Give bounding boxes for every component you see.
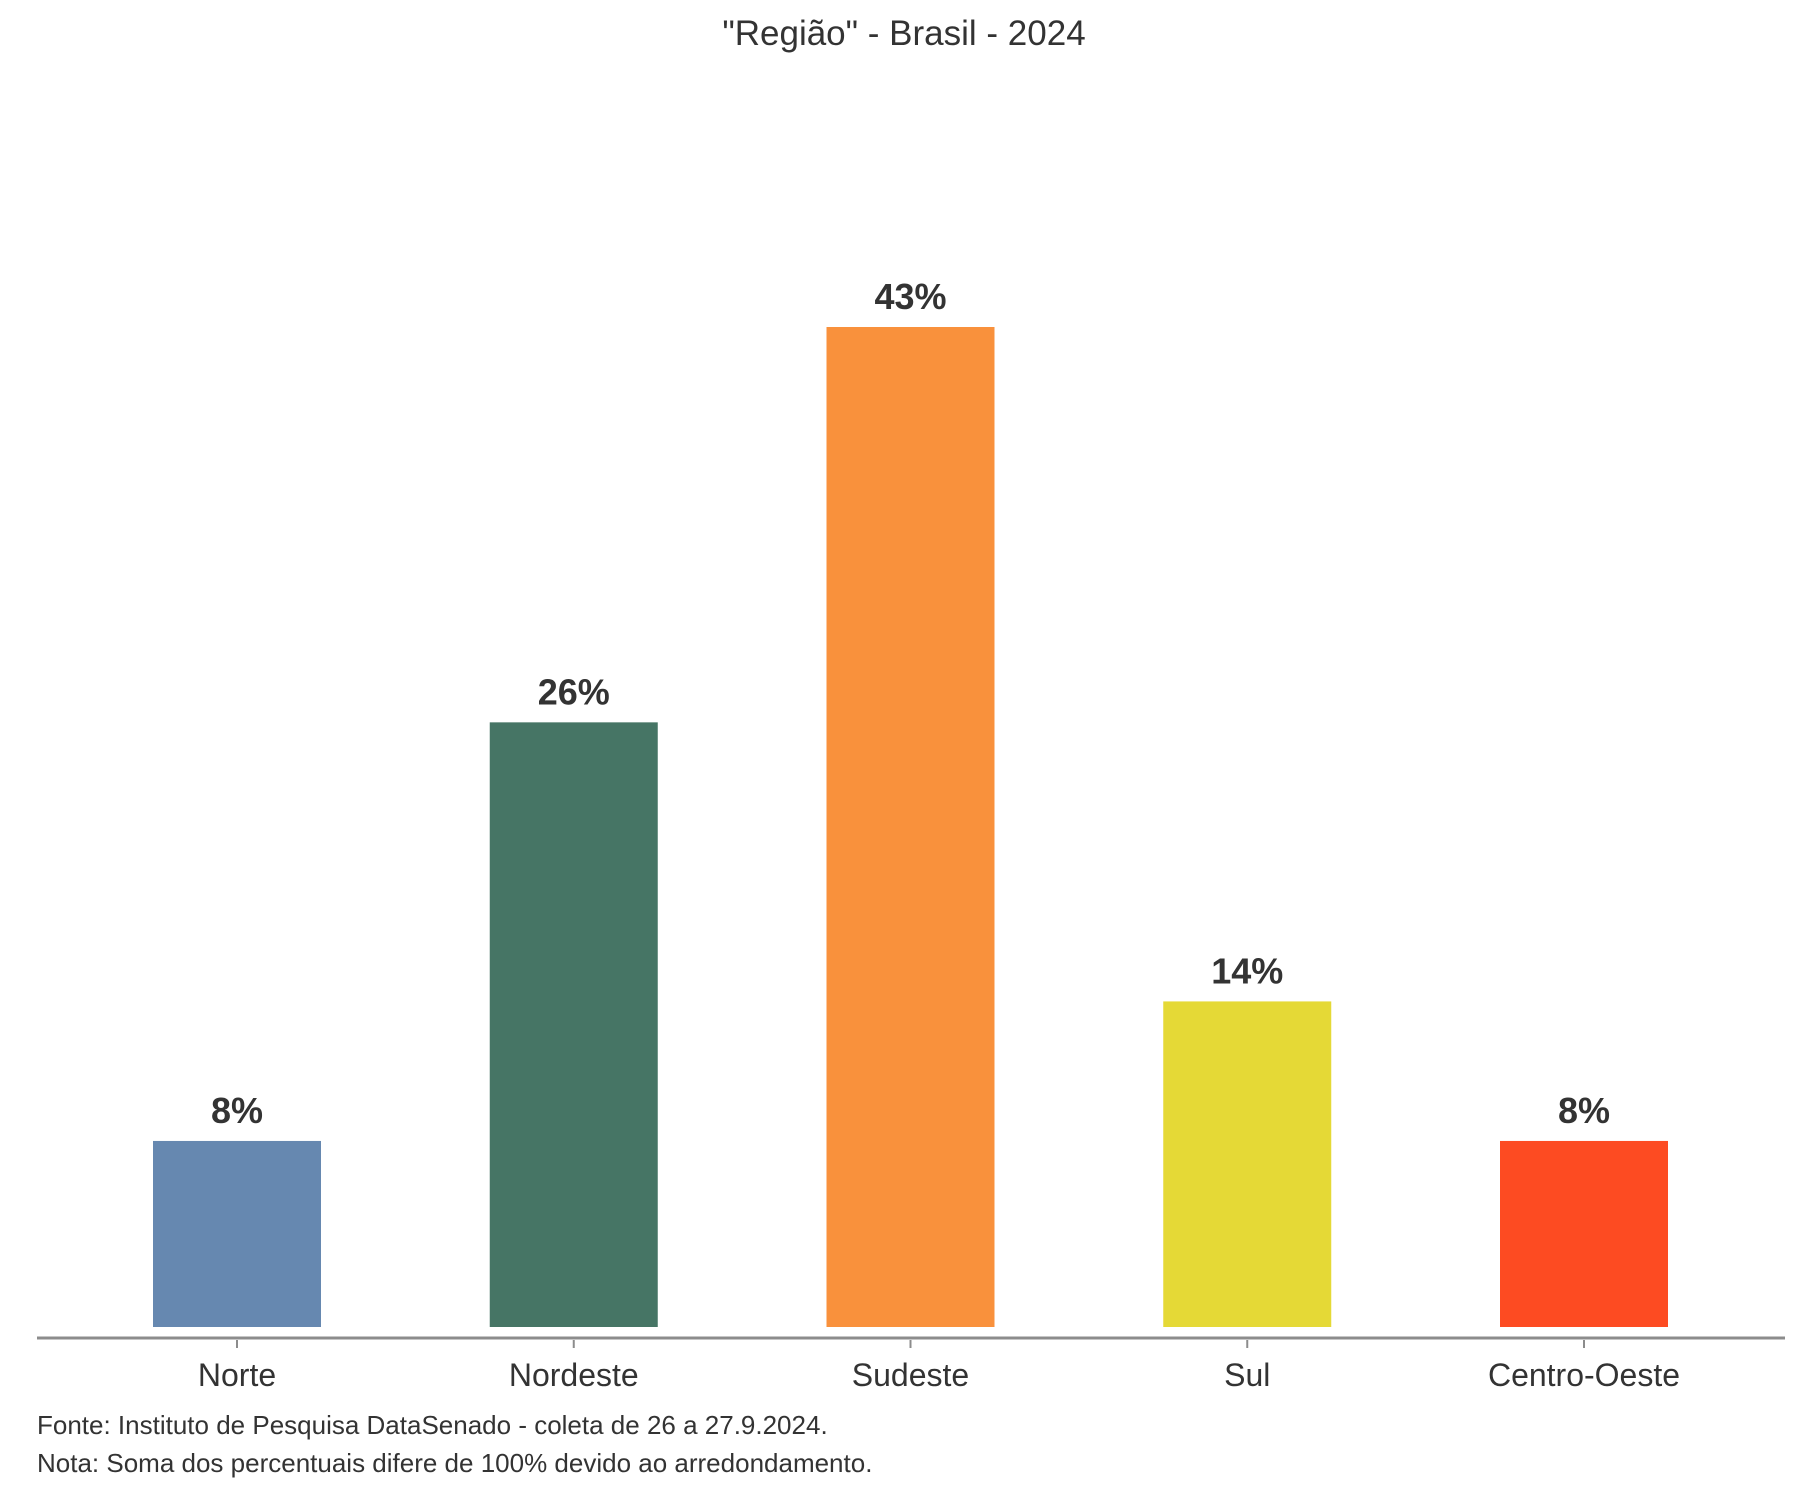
x-tick-label: Sul bbox=[1224, 1357, 1270, 1393]
bar-sul bbox=[1163, 1001, 1332, 1327]
x-tick-label: Centro-Oeste bbox=[1488, 1357, 1680, 1393]
rounding-note: Nota: Soma dos percentuais difere de 100… bbox=[37, 1448, 873, 1478]
data-label: 14% bbox=[1211, 950, 1283, 991]
bar-nordeste bbox=[489, 722, 658, 1327]
data-label: 8% bbox=[211, 1090, 263, 1131]
bar-norte bbox=[153, 1140, 321, 1327]
x-tick-label: Sudeste bbox=[852, 1357, 969, 1393]
x-tick-label: Norte bbox=[198, 1357, 276, 1393]
source-note: Fonte: Instituto de Pesquisa DataSenado … bbox=[37, 1410, 828, 1440]
chart-title: "Região" - Brasil - 2024 bbox=[722, 14, 1086, 53]
data-label: 43% bbox=[874, 276, 946, 317]
bar-centro-oeste bbox=[1500, 1140, 1668, 1327]
data-label: 26% bbox=[538, 671, 610, 712]
data-label: 8% bbox=[1558, 1090, 1610, 1131]
bar-sudeste bbox=[826, 327, 995, 1327]
x-tick-label: Nordeste bbox=[509, 1357, 639, 1393]
